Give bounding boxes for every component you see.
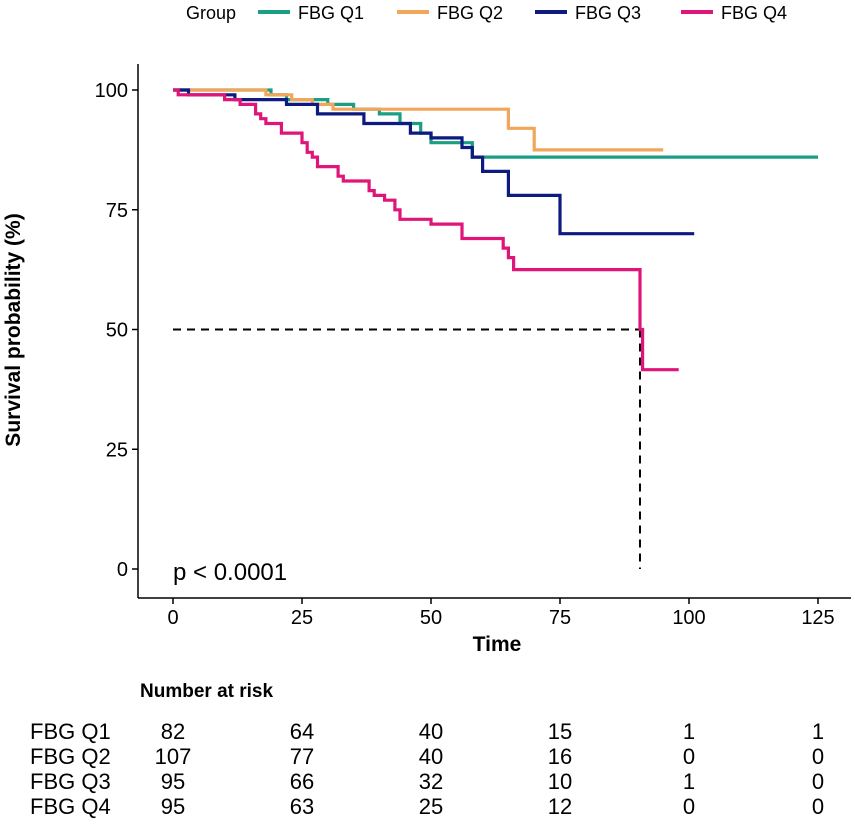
- series-line-q3: [173, 88, 695, 236]
- risk-row-label-q4: FBG Q4: [30, 794, 111, 819]
- risk-count-q1-t100: 1: [683, 719, 695, 744]
- x-tick-label-100: 100: [672, 607, 705, 629]
- risk-count-q3-t0: 95: [161, 769, 185, 794]
- legend-title: Group: [186, 3, 236, 23]
- risk-count-q1-t25: 64: [290, 719, 314, 744]
- risk-count-q4-t50: 25: [419, 794, 443, 819]
- risk-count-q4-t125: 0: [812, 794, 824, 819]
- risk-count-q2-t0: 107: [155, 744, 192, 769]
- risk-count-q2-t25: 77: [290, 744, 314, 769]
- y-tick-label-75: 75: [106, 200, 128, 222]
- y-tick-label-0: 0: [117, 559, 128, 581]
- risk-count-q2-t100: 0: [683, 744, 695, 769]
- risk-count-q3-t25: 66: [290, 769, 314, 794]
- risk-count-q3-t75: 10: [548, 769, 572, 794]
- risk-count-q3-t125: 0: [812, 769, 824, 794]
- risk-count-q1-t75: 15: [548, 719, 572, 744]
- axes: 0 25 50 75 100 0 25 50 75 100 125: [95, 64, 851, 629]
- x-tick-label-75: 75: [549, 607, 571, 629]
- risk-count-q1-t125: 1: [812, 719, 824, 744]
- legend-label-q4: FBG Q4: [721, 3, 787, 23]
- median-lines: [173, 328, 641, 569]
- y-tick-label-50: 50: [106, 320, 128, 342]
- x-tick-label-0: 0: [167, 607, 178, 629]
- risk-row-label-q2: FBG Q2: [30, 744, 111, 769]
- series-line-q2: [173, 88, 664, 152]
- legend-label-q1: FBG Q1: [298, 3, 364, 23]
- x-axis-title: Time: [473, 633, 522, 656]
- risk-count-q3-t100: 1: [683, 769, 695, 794]
- p-value-annotation: p < 0.0001: [173, 559, 287, 586]
- y-tick-label-100: 100: [95, 80, 128, 102]
- risk-count-q1-t0: 82: [161, 719, 185, 744]
- risk-count-q4-t100: 0: [683, 794, 695, 819]
- risk-count-q4-t25: 63: [290, 794, 314, 819]
- y-tick-label-25: 25: [106, 439, 128, 461]
- risk-count-q4-t75: 12: [548, 794, 572, 819]
- risk-row-label-q1: FBG Q1: [30, 719, 111, 744]
- legend: Group FBG Q1 FBG Q2 FBG Q3 FBG Q4: [186, 3, 787, 23]
- series-group: [173, 88, 818, 372]
- risk-table-title: Number at risk: [140, 681, 273, 702]
- risk-row-label-q3: FBG Q3: [30, 769, 111, 794]
- legend-label-q2: FBG Q2: [437, 3, 503, 23]
- series-line-q4: [173, 88, 679, 372]
- risk-count-q2-t75: 16: [548, 744, 572, 769]
- x-tick-label-25: 25: [291, 607, 313, 629]
- y-axis-title: Survival probability (%): [2, 213, 25, 446]
- x-tick-label-50: 50: [420, 607, 442, 629]
- risk-count-q3-t50: 32: [419, 769, 443, 794]
- risk-count-q4-t0: 95: [161, 794, 185, 819]
- x-tick-label-125: 125: [801, 607, 834, 629]
- risk-count-q2-t50: 40: [419, 744, 443, 769]
- risk-count-q1-t50: 40: [419, 719, 443, 744]
- risk-count-q2-t125: 0: [812, 744, 824, 769]
- legend-label-q3: FBG Q3: [575, 3, 641, 23]
